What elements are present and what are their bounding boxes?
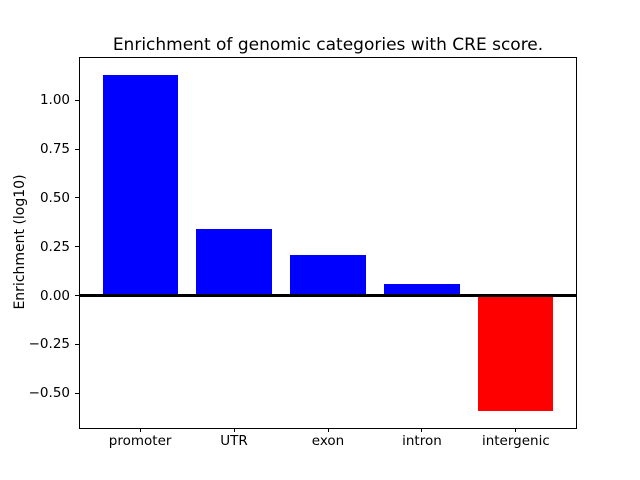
y-tick-mark [75,99,79,101]
x-tick-label-exon: exon [311,433,345,449]
y-tick-mark [75,392,79,394]
y-tick-label: 1.00 [39,92,70,109]
bar-exon [290,254,366,296]
bar-intron [384,283,460,296]
y-tick-label: 0.50 [39,189,70,206]
x-tick-mark [515,428,517,432]
y-tick-label: 0.25 [39,238,70,255]
y-tick-label: 0.00 [39,287,70,304]
x-tick-label-promoter: promoter [108,433,172,449]
x-tick-mark [327,428,329,432]
x-tick-mark [139,428,141,432]
y-tick-label: −0.50 [28,385,70,402]
x-tick-label-UTR: UTR [220,433,248,449]
y-tick-mark [75,295,79,297]
bar-UTR [196,229,272,296]
plot-area [79,57,577,429]
y-tick-mark [75,343,79,345]
chart-title: Enrichment of genomic categories with CR… [112,35,544,55]
y-tick-label: −0.25 [28,336,70,353]
bar-intergenic [478,295,554,411]
x-tick-label-intergenic: intergenic [481,433,550,449]
x-tick-mark [421,428,423,432]
y-tick-mark [75,246,79,248]
y-tick-mark [75,148,79,150]
y-tick-label: 0.75 [39,141,70,158]
x-tick-mark [233,428,235,432]
bar-promoter [102,74,178,296]
zero-line [80,294,576,298]
x-tick-label-intron: intron [402,433,442,449]
y-tick-mark [75,197,79,199]
